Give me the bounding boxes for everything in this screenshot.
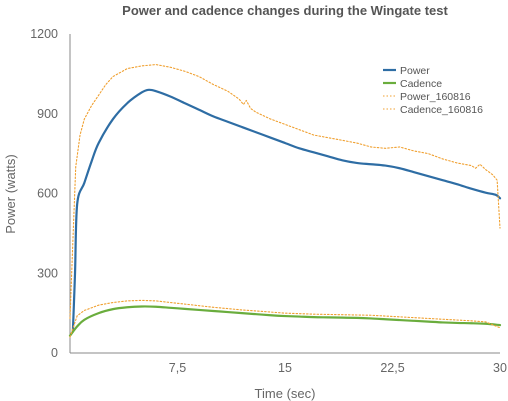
x-axis-label: Time (sec) xyxy=(255,386,316,401)
x-tick-label: 7,5 xyxy=(169,361,186,375)
x-tick-label: 30 xyxy=(493,361,507,375)
chart-title: Power and cadence changes during the Win… xyxy=(122,3,448,18)
legend-label: Cadence_160816 xyxy=(400,104,483,116)
y-tick-label: 0 xyxy=(51,346,58,360)
legend-label: Cadence xyxy=(400,78,442,90)
y-tick-label: 300 xyxy=(37,266,58,280)
series-layer xyxy=(68,64,502,338)
x-tick-label: 15 xyxy=(278,361,292,375)
y-tick-label: 600 xyxy=(37,187,58,201)
series-line-power xyxy=(71,88,502,333)
y-tick-label: 1200 xyxy=(30,27,58,41)
series-line-cadence xyxy=(68,305,502,337)
y-axis-ticks: 0 300 600 900 1200 xyxy=(30,27,58,360)
y-axis-label: Power (watts) xyxy=(3,154,18,233)
x-tick-label: 22,5 xyxy=(380,361,404,375)
y-tick-label: 900 xyxy=(37,107,58,121)
legend-label: Power xyxy=(400,65,430,77)
x-axis-ticks: 7,5 15 22,5 30 xyxy=(169,361,507,375)
legend-label: Power_160816 xyxy=(400,91,471,103)
series-line-power-160816 xyxy=(69,64,501,319)
series-line-cadence-160816 xyxy=(69,299,501,338)
